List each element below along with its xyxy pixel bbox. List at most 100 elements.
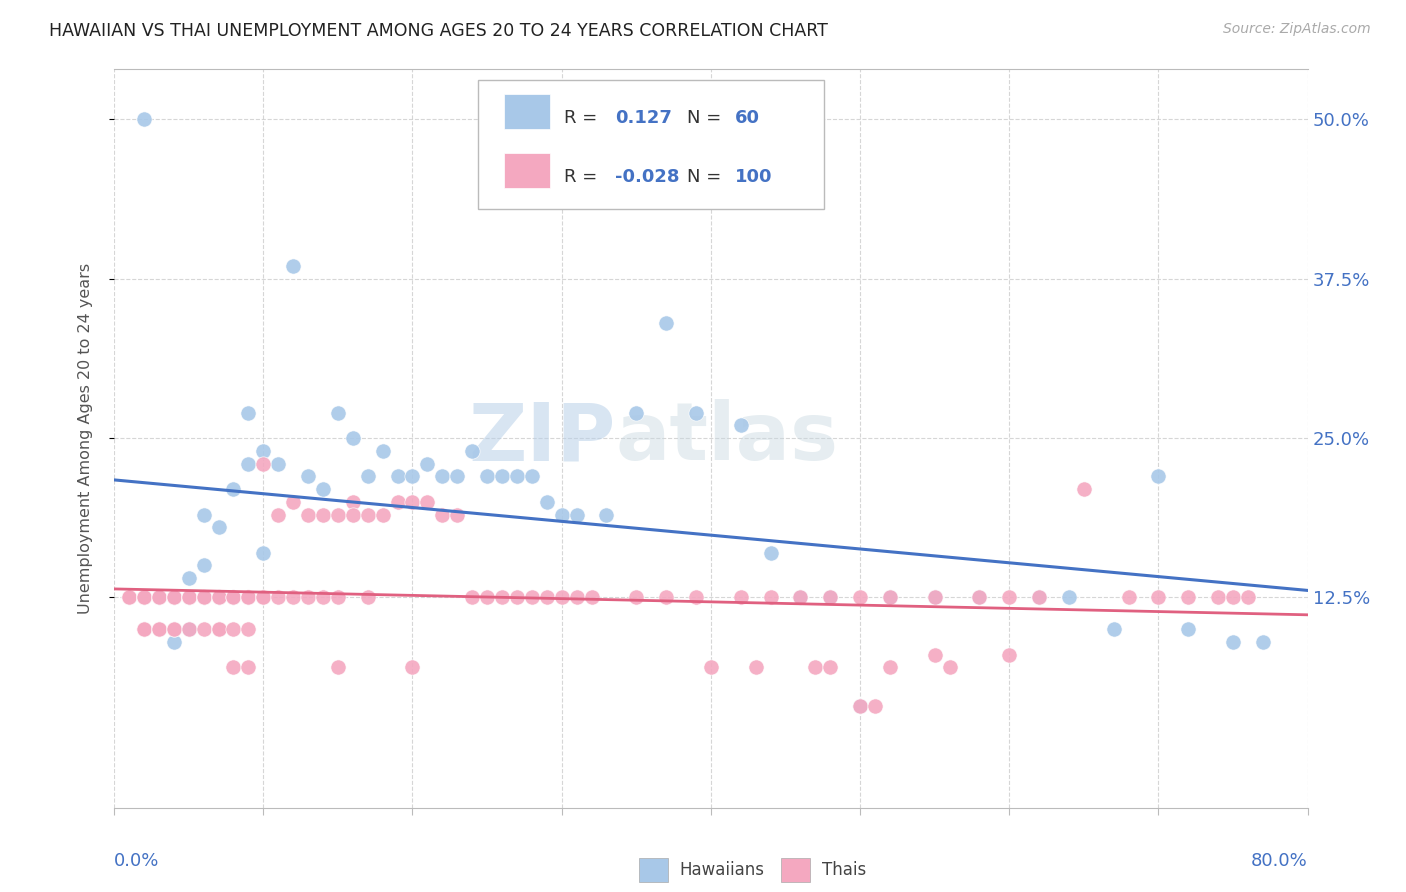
Point xyxy=(312,482,335,496)
Point xyxy=(520,591,543,605)
Point xyxy=(550,508,572,522)
Point xyxy=(193,622,215,636)
Point xyxy=(506,591,529,605)
Point xyxy=(461,443,484,458)
Point xyxy=(998,591,1021,605)
Point xyxy=(371,508,394,522)
Point xyxy=(730,418,752,433)
Point xyxy=(655,317,678,331)
Text: 0.0%: 0.0% xyxy=(114,852,159,870)
Point xyxy=(252,591,274,605)
Point xyxy=(969,591,991,605)
Point xyxy=(238,457,260,471)
Point xyxy=(849,698,872,713)
Point xyxy=(685,591,707,605)
Point xyxy=(193,591,215,605)
Point xyxy=(924,591,946,605)
Text: R =: R = xyxy=(564,169,603,186)
Point xyxy=(432,469,454,483)
Point xyxy=(148,622,170,636)
Point xyxy=(536,495,558,509)
Point xyxy=(281,259,304,273)
Point xyxy=(326,660,349,674)
Point xyxy=(177,622,200,636)
Point xyxy=(132,591,155,605)
Point xyxy=(446,508,468,522)
Point xyxy=(1028,591,1050,605)
Point xyxy=(461,591,484,605)
Point xyxy=(326,406,349,420)
Point xyxy=(924,591,946,605)
Text: 100: 100 xyxy=(735,169,772,186)
Point xyxy=(626,591,648,605)
Point xyxy=(1073,482,1095,496)
Text: atlas: atlas xyxy=(616,399,838,477)
Point xyxy=(938,660,960,674)
Point xyxy=(238,591,260,605)
Point xyxy=(342,495,364,509)
Point xyxy=(148,591,170,605)
Point xyxy=(222,622,245,636)
Point xyxy=(357,591,380,605)
Point xyxy=(222,591,245,605)
Point xyxy=(879,591,901,605)
Point xyxy=(267,591,290,605)
Point xyxy=(581,591,603,605)
Point xyxy=(132,591,155,605)
Point xyxy=(222,660,245,674)
Point xyxy=(118,591,141,605)
Point xyxy=(998,648,1021,662)
Point xyxy=(252,457,274,471)
Point xyxy=(401,469,423,483)
Point xyxy=(924,648,946,662)
Point xyxy=(789,591,811,605)
Point xyxy=(1028,591,1050,605)
Point xyxy=(416,495,439,509)
Point xyxy=(148,591,170,605)
Point xyxy=(342,508,364,522)
Point xyxy=(759,591,782,605)
Point xyxy=(281,495,304,509)
Point xyxy=(267,457,290,471)
Point xyxy=(520,469,543,483)
Point xyxy=(1102,622,1125,636)
Point xyxy=(207,520,229,534)
Point xyxy=(177,591,200,605)
Point xyxy=(238,406,260,420)
Point xyxy=(207,622,229,636)
Point xyxy=(820,660,842,674)
Point xyxy=(820,591,842,605)
Point xyxy=(491,469,513,483)
Point xyxy=(342,431,364,445)
Point xyxy=(744,660,766,674)
Point xyxy=(565,591,588,605)
Bar xyxy=(505,94,550,129)
Point xyxy=(387,495,409,509)
Text: 60: 60 xyxy=(735,109,759,127)
Point xyxy=(118,591,141,605)
Point xyxy=(730,591,752,605)
Point xyxy=(1222,591,1244,605)
Point xyxy=(297,591,319,605)
Point xyxy=(626,406,648,420)
Point xyxy=(207,591,229,605)
Point xyxy=(849,591,872,605)
Point xyxy=(550,591,572,605)
Point xyxy=(267,508,290,522)
Point xyxy=(536,591,558,605)
Point xyxy=(163,622,186,636)
Point xyxy=(1147,591,1170,605)
Point xyxy=(700,660,723,674)
Point xyxy=(163,591,186,605)
Point xyxy=(820,591,842,605)
Point xyxy=(475,469,498,483)
Point xyxy=(238,622,260,636)
Point xyxy=(207,591,229,605)
Text: ZIP: ZIP xyxy=(468,399,616,477)
Point xyxy=(432,508,454,522)
Point xyxy=(207,591,229,605)
Point xyxy=(132,112,155,127)
Text: -0.028: -0.028 xyxy=(616,169,681,186)
Point xyxy=(207,622,229,636)
Text: 0.127: 0.127 xyxy=(616,109,672,127)
